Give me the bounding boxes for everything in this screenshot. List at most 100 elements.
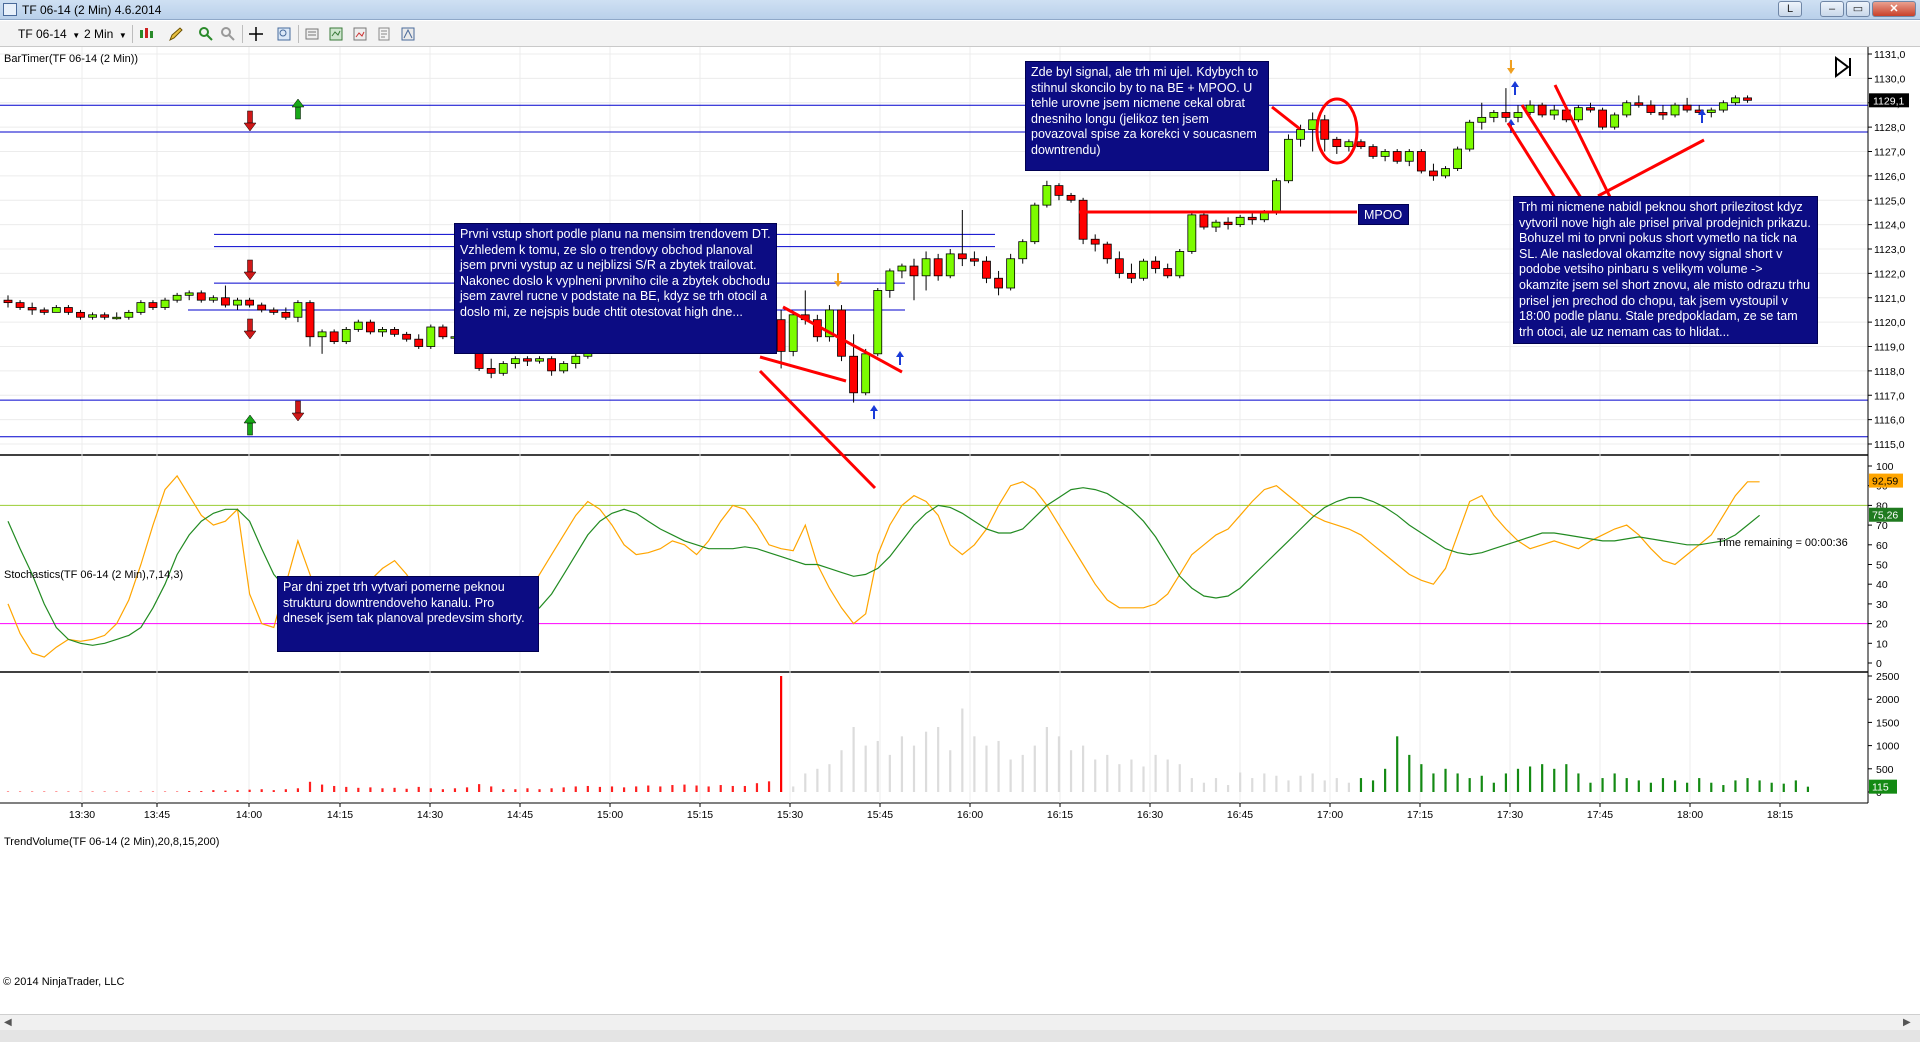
candle bbox=[1380, 149, 1390, 162]
candle bbox=[1586, 102, 1595, 113]
candle bbox=[51, 305, 61, 313]
candle bbox=[837, 305, 846, 362]
up-candle bbox=[1441, 168, 1450, 177]
candle bbox=[1392, 149, 1402, 164]
up-candle bbox=[1549, 109, 1559, 116]
up-candle bbox=[1610, 114, 1620, 128]
exit-marker-icon bbox=[1507, 60, 1515, 74]
zoom-in-icon[interactable] bbox=[198, 26, 214, 42]
instrument-selector[interactable]: TF 06-14 ▼ bbox=[18, 25, 80, 43]
candle bbox=[776, 309, 786, 369]
up-candle bbox=[1259, 212, 1269, 221]
down-candle bbox=[1501, 112, 1511, 118]
down-candle bbox=[402, 333, 412, 340]
candle bbox=[1078, 197, 1088, 245]
strategy-icon[interactable] bbox=[376, 26, 392, 42]
trend-line bbox=[782, 305, 903, 374]
candle bbox=[1574, 105, 1583, 123]
annotation-downtrend-channel[interactable]: Par dni zpet trh vytvari pomerne peknou … bbox=[277, 576, 539, 652]
maximize-button[interactable]: ▭ bbox=[1846, 1, 1870, 17]
candle bbox=[1416, 149, 1426, 174]
down-candle bbox=[776, 319, 786, 352]
horizontal-scrollbar[interactable]: ◀ ▶ bbox=[0, 1014, 1920, 1030]
toolbar-separator bbox=[132, 25, 133, 43]
price-tick-label: 1121,0 bbox=[1874, 293, 1905, 305]
axes: 1131,01130,01129,01128,01127,01126,01125… bbox=[69, 47, 1920, 1014]
sell-arrow-icon-head bbox=[243, 330, 257, 340]
candle bbox=[897, 263, 907, 279]
user-drawings bbox=[758, 56, 1851, 490]
toolbar-separator bbox=[242, 25, 243, 43]
down-candle bbox=[909, 265, 919, 277]
down-candle bbox=[1392, 151, 1402, 162]
stoch-k-label: 92,59 bbox=[1872, 476, 1898, 488]
up-candle bbox=[1489, 112, 1499, 118]
bar-type-icon[interactable] bbox=[138, 26, 154, 42]
candle bbox=[1296, 124, 1305, 147]
zoom-out-icon[interactable] bbox=[220, 26, 236, 42]
up-candle bbox=[1030, 204, 1040, 243]
down-candle bbox=[221, 297, 230, 306]
scroll-right-icon[interactable]: ▶ bbox=[1903, 1017, 1911, 1028]
price-tick-label: 1117,0 bbox=[1874, 390, 1905, 402]
crosshair-icon[interactable] bbox=[248, 26, 264, 42]
candle bbox=[1247, 212, 1257, 225]
candle bbox=[1018, 239, 1028, 264]
exit-marker-icon-tip bbox=[834, 281, 842, 287]
candle bbox=[27, 302, 37, 315]
time-tick-label: 17:00 bbox=[1317, 809, 1343, 821]
magnifier-icon[interactable] bbox=[276, 26, 292, 42]
down-candle bbox=[994, 277, 1003, 289]
scroll-left-icon[interactable]: ◀ bbox=[4, 1017, 12, 1028]
up-candle bbox=[51, 307, 61, 313]
sell-arrow-icon-head bbox=[243, 271, 257, 281]
candle bbox=[1175, 249, 1185, 279]
annotation-signal[interactable]: Zde byl signal, ale trh mi ujel. Kdybych… bbox=[1025, 61, 1269, 171]
close-button[interactable]: ✕ bbox=[1872, 1, 1916, 17]
up-candle bbox=[885, 270, 895, 291]
down-candle bbox=[1743, 97, 1752, 101]
annotation-mpoo[interactable]: MPOO bbox=[1358, 204, 1409, 225]
price-tick-label: 1126,0 bbox=[1874, 171, 1905, 183]
entry-marker-icon-tip bbox=[896, 351, 904, 357]
indicator-icon[interactable] bbox=[400, 26, 416, 42]
annotation-short-opportunity[interactable]: Trh mi nicmene nabidl peknou short prile… bbox=[1513, 196, 1818, 344]
down-candle bbox=[3, 299, 13, 304]
candle bbox=[221, 285, 230, 308]
minimize-button[interactable]: – bbox=[1820, 1, 1844, 17]
template-icon[interactable] bbox=[352, 26, 368, 42]
candle bbox=[1429, 163, 1438, 181]
data-box-icon[interactable] bbox=[304, 26, 320, 42]
up-candle bbox=[1622, 102, 1632, 116]
down-candle bbox=[837, 309, 846, 357]
candle bbox=[378, 327, 387, 337]
up-candle bbox=[510, 358, 520, 364]
sell-arrow-icon-head bbox=[291, 412, 305, 422]
price-tick-label: 1122,0 bbox=[1874, 268, 1905, 280]
up-candle bbox=[1344, 141, 1354, 148]
down-candle bbox=[970, 258, 979, 262]
annotation-first-entry[interactable]: Prvni vstup short podle planu na mensim … bbox=[454, 223, 777, 354]
price-tick-label: 1116,0 bbox=[1874, 415, 1905, 427]
interval-selector[interactable]: 2 Min ▼ bbox=[84, 25, 127, 43]
candle bbox=[523, 356, 532, 366]
up-candle bbox=[1272, 180, 1281, 213]
chart-canvas[interactable]: 1131,01130,01129,01128,01127,01126,01125… bbox=[0, 47, 1920, 1014]
buy-arrow-icon-head bbox=[243, 414, 257, 424]
time-tick-label: 16:45 bbox=[1227, 809, 1253, 821]
stoch-tick-label: 80 bbox=[1876, 500, 1888, 512]
candle bbox=[1743, 95, 1752, 103]
stoch-tick-label: 70 bbox=[1876, 520, 1888, 532]
down-candle bbox=[305, 302, 315, 338]
up-candle bbox=[897, 265, 907, 272]
candle bbox=[861, 348, 871, 396]
candle bbox=[1030, 202, 1040, 245]
up-candle bbox=[184, 292, 194, 296]
link-button[interactable]: L bbox=[1778, 1, 1802, 17]
candle bbox=[353, 319, 363, 332]
candle bbox=[1090, 234, 1100, 252]
properties-icon[interactable] bbox=[328, 26, 344, 42]
up-candle bbox=[1175, 251, 1185, 277]
candle bbox=[1054, 183, 1064, 201]
pencil-icon[interactable] bbox=[168, 26, 184, 42]
